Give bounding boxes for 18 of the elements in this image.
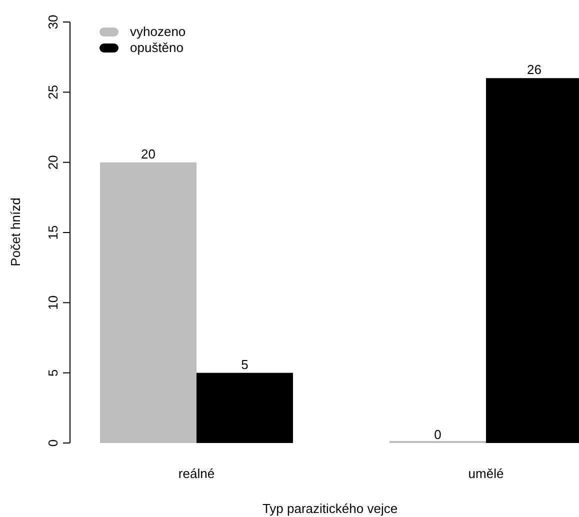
bar bbox=[100, 162, 196, 443]
y-tick-label: 5 bbox=[46, 369, 61, 376]
y-tick-label: 20 bbox=[46, 155, 61, 170]
data-label: 26 bbox=[527, 62, 542, 78]
x-tick-label: umělé bbox=[468, 466, 504, 481]
y-tick-label: 10 bbox=[46, 295, 61, 310]
y-tick-label: 30 bbox=[46, 14, 61, 30]
x-tick-label: reálné bbox=[178, 466, 215, 481]
y-tick-label: 0 bbox=[46, 439, 61, 447]
data-label: 20 bbox=[141, 146, 156, 162]
y-tick-label: 25 bbox=[46, 84, 61, 100]
data-label: 0 bbox=[434, 427, 442, 442]
legend-label: opuštěno bbox=[130, 40, 184, 55]
y-tick-label: 15 bbox=[46, 225, 61, 240]
legend-label: vyhozeno bbox=[130, 24, 186, 39]
y-axis-title: Počet hnízd bbox=[8, 198, 23, 266]
data-label: 5 bbox=[241, 356, 248, 372]
x-axis-title: Typ parazitického vejce bbox=[262, 501, 398, 516]
